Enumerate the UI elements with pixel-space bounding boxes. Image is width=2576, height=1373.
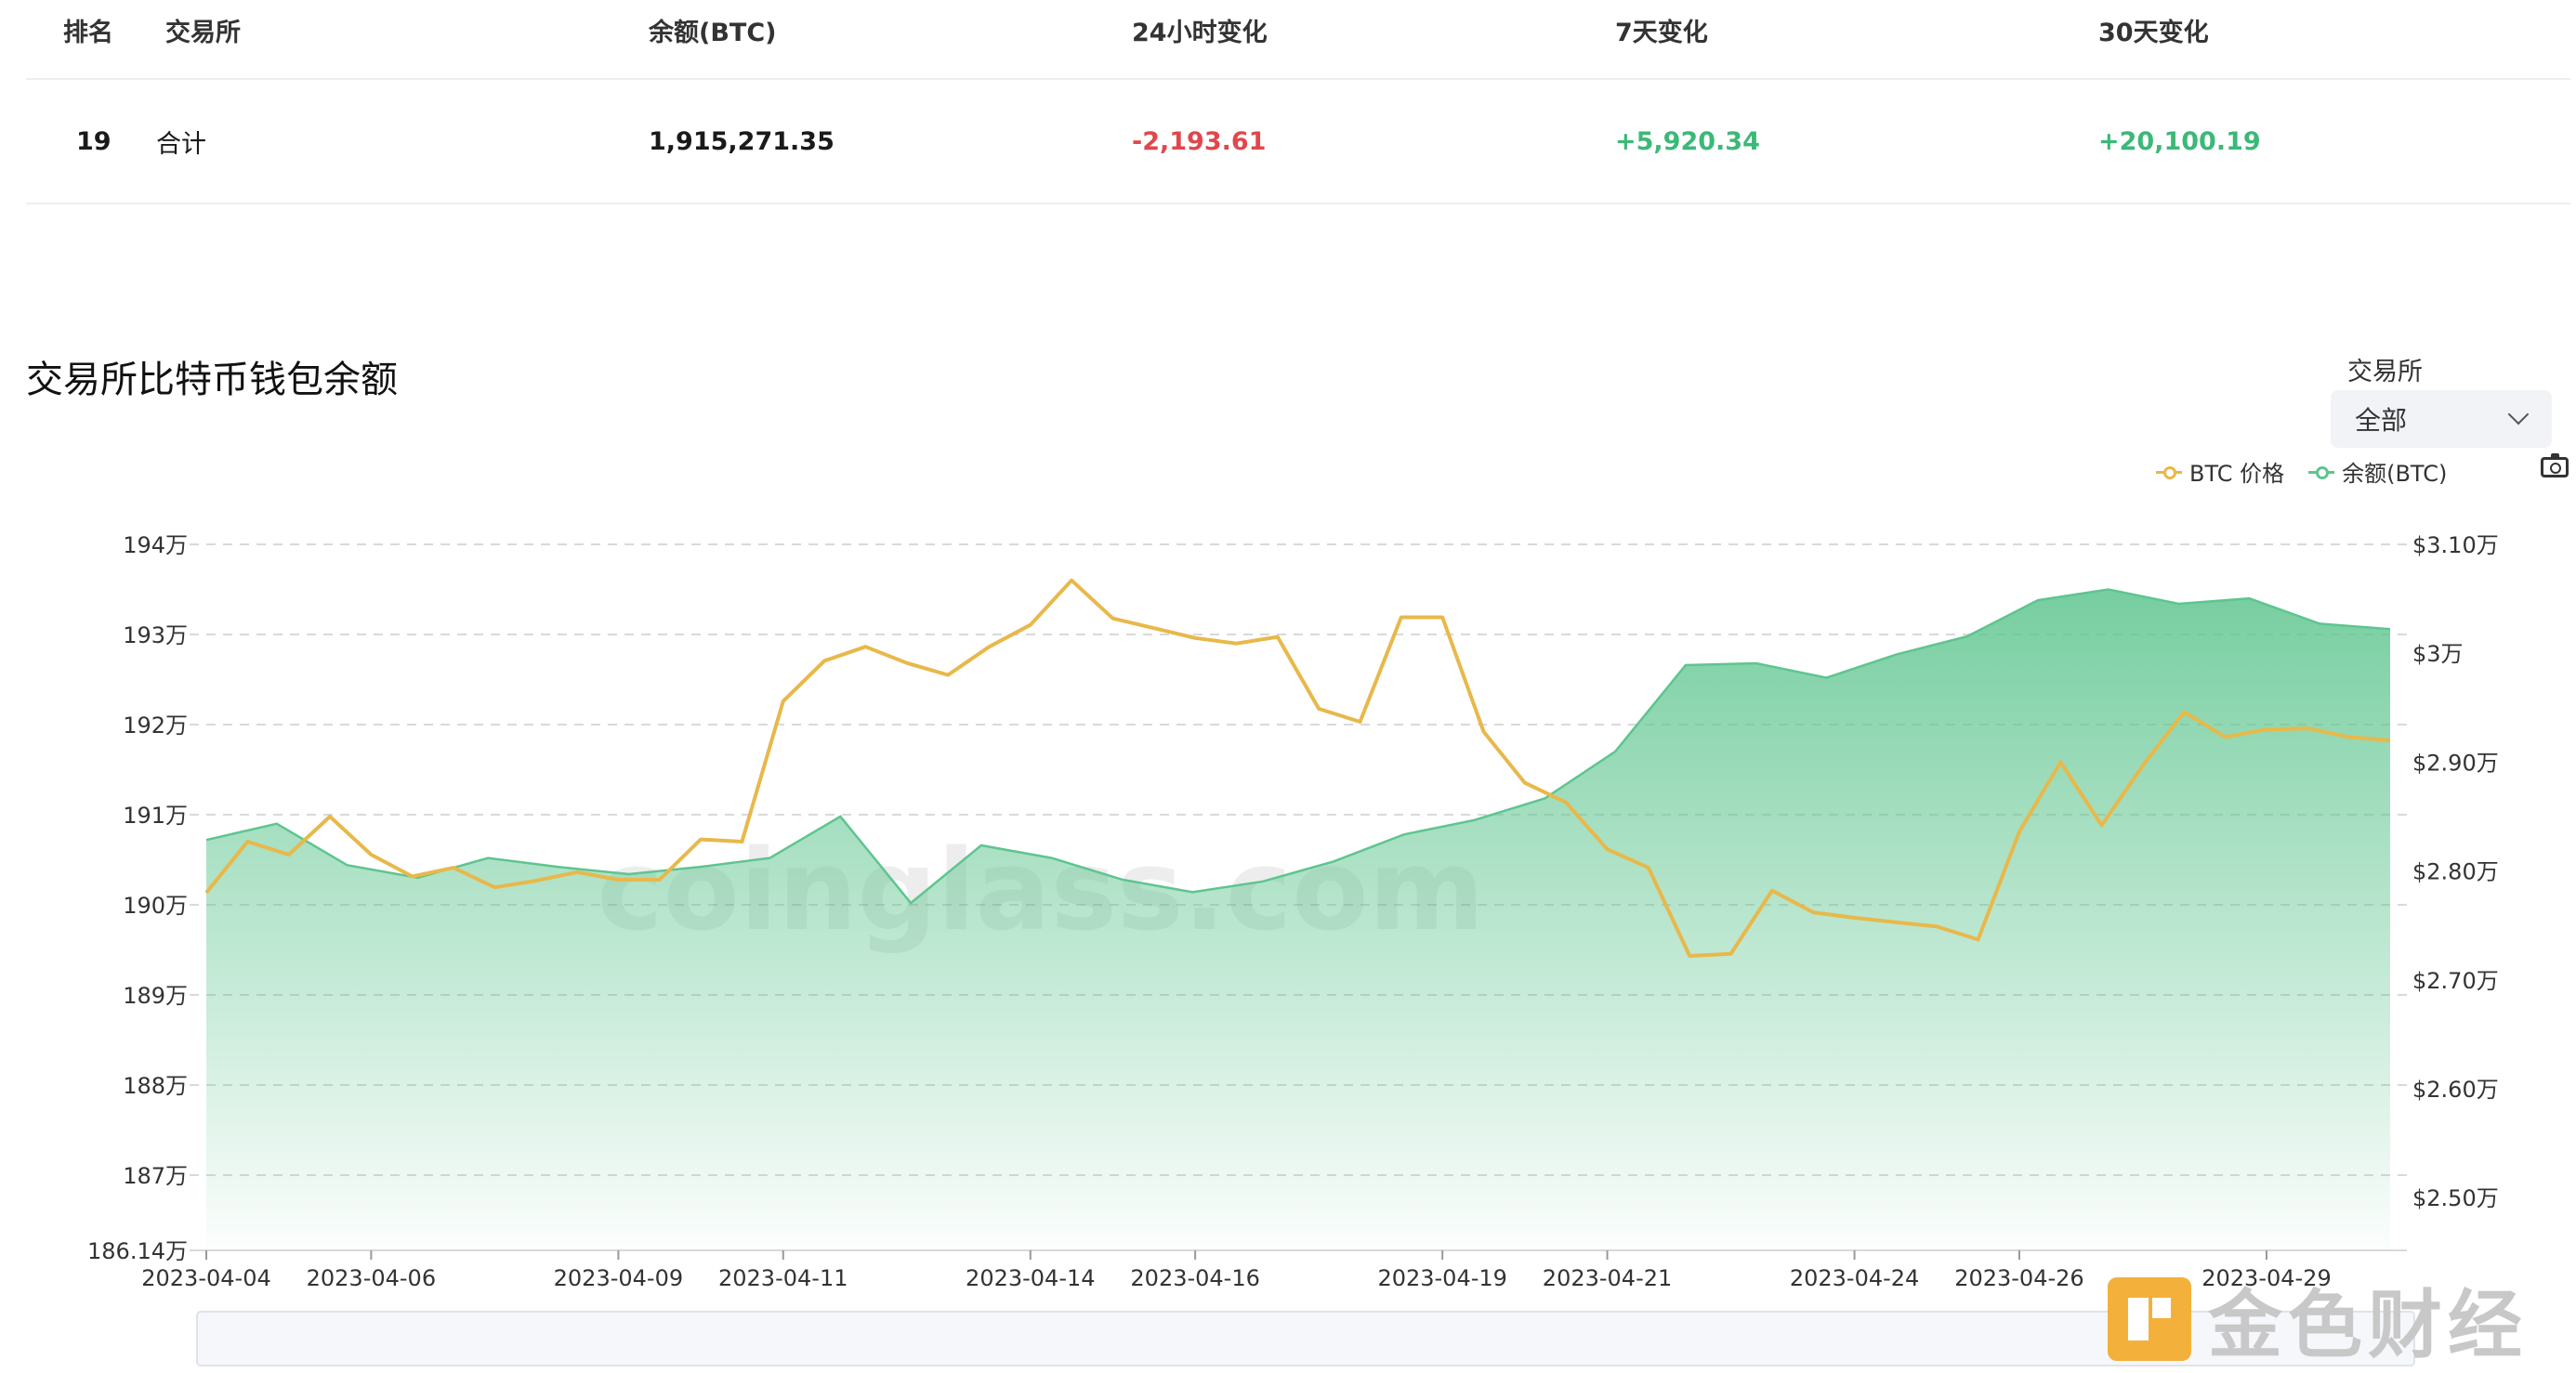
x-axis-ticks: 2023-04-04 2023-04-06 2023-04-09 2023-04-11… — [141, 1250, 2332, 1291]
header-rank[interactable]: 排名 — [63, 18, 113, 47]
x-tick-label: 2023-04-16 — [1130, 1265, 1259, 1291]
right-tick-label: $3万 — [2412, 641, 2464, 667]
header-exchange[interactable]: 交易所 — [165, 18, 241, 47]
right-axis-ticks: $3.10万 $3万 $2.90万 $2.80万 $2.70万 $2.60万 $2.50万 — [2412, 532, 2499, 1211]
chart-legend: BTC 价格 余额(BTC) — [2156, 455, 2471, 488]
right-tick-label: $2.80万 — [2412, 859, 2499, 885]
balance-line[interactable] — [205, 588, 2391, 905]
header-balance[interactable]: 余额(BTC) — [649, 18, 777, 47]
right-tick-label: $2.70万 — [2412, 968, 2499, 994]
right-tick-label: $2.50万 — [2412, 1185, 2499, 1211]
total-change-7d: +5,920.34 — [1615, 126, 1760, 156]
logo-text: 金色财经 — [2208, 1282, 2528, 1368]
x-tick-label: 2023-04-09 — [554, 1265, 683, 1291]
left-tick-label: 186.14万 — [87, 1238, 188, 1264]
left-tick-label: 188万 — [123, 1073, 188, 1099]
x-tick-label: 2023-04-29 — [2201, 1265, 2331, 1291]
header-change-30d[interactable]: 30天变化 — [2098, 18, 2209, 47]
exchange-balance-table: 排名 交易所 余额(BTC) 24小时变化 7天变化 30天变化 19 合计 1… — [26, 0, 2570, 204]
jinse-logo: 金色财经 — [2108, 1265, 2528, 1373]
left-tick-label: 193万 — [123, 622, 188, 648]
left-tick-label: 190万 — [123, 893, 188, 919]
balance-area — [206, 589, 2390, 1250]
total-balance: 1,915,271.35 — [649, 126, 835, 156]
table-row-total: 19 合计 1,915,271.35 -2,193.61 +5,920.34 +… — [26, 80, 2570, 204]
total-exchange: 合计 — [156, 129, 206, 159]
x-tick-label: 2023-04-06 — [307, 1265, 436, 1291]
legend-item-price[interactable]: BTC 价格 — [2156, 455, 2284, 488]
chart-title: 交易所比特币钱包余额 — [26, 359, 398, 401]
x-tick-label: 2023-04-19 — [1377, 1265, 1506, 1291]
balance-price-chart: coinglass.com 194万193万192万191万190万189万18… — [87, 532, 2499, 1366]
legend-line-marker-icon — [2156, 465, 2182, 479]
right-tick-label: $2.90万 — [2412, 750, 2499, 776]
left-tick-label: 189万 — [123, 983, 188, 1009]
right-tick-label: $3.10万 — [2412, 532, 2499, 558]
total-change-24h: -2,193.61 — [1132, 126, 1267, 156]
total-rank: 19 — [76, 126, 112, 156]
total-change-30d: +20,100.19 — [2098, 126, 2261, 156]
x-tick-label: 2023-04-24 — [1790, 1265, 1919, 1291]
exchange-filter-select[interactable]: 全部 — [2331, 390, 2552, 448]
x-tick-label: 2023-04-26 — [1954, 1265, 2083, 1291]
camera-icon[interactable] — [2541, 453, 2569, 477]
x-tick-label: 2023-04-04 — [141, 1265, 270, 1291]
price-line[interactable] — [204, 578, 2391, 958]
legend-label-balance: 余额(BTC) — [2342, 461, 2448, 487]
exchange-filter-label: 交易所 — [2347, 358, 2423, 386]
header-change-24h[interactable]: 24小时变化 — [1132, 18, 1268, 47]
legend-line-marker-icon — [2308, 465, 2335, 479]
legend-item-balance[interactable]: 余额(BTC) — [2308, 455, 2447, 488]
left-tick-label: 194万 — [123, 532, 188, 558]
left-tick-label: 187万 — [123, 1163, 188, 1189]
exchange-filter-value: 全部 — [2355, 405, 2408, 436]
x-tick-label: 2023-04-21 — [1543, 1265, 1672, 1291]
x-tick-label: 2023-04-14 — [966, 1265, 1095, 1291]
legend-label-price: BTC 价格 — [2189, 461, 2285, 487]
left-tick-label: 192万 — [123, 713, 188, 739]
right-tick-label: $2.60万 — [2412, 1077, 2499, 1103]
header-change-7d[interactable]: 7天变化 — [1615, 18, 1708, 47]
left-tick-label: 191万 — [123, 803, 188, 829]
x-tick-label: 2023-04-11 — [718, 1265, 848, 1291]
chevron-down-icon — [2507, 403, 2530, 425]
zoom-slider[interactable] — [196, 1311, 2415, 1366]
left-axis-ticks: 194万 193万 192万 191万 190万 189万 188万 187万 186.14万 — [87, 532, 188, 1264]
jinse-logo-icon — [2108, 1277, 2191, 1361]
table-header-row: 排名 交易所 余额(BTC) 24小时变化 7天变化 30天变化 — [26, 0, 2570, 80]
